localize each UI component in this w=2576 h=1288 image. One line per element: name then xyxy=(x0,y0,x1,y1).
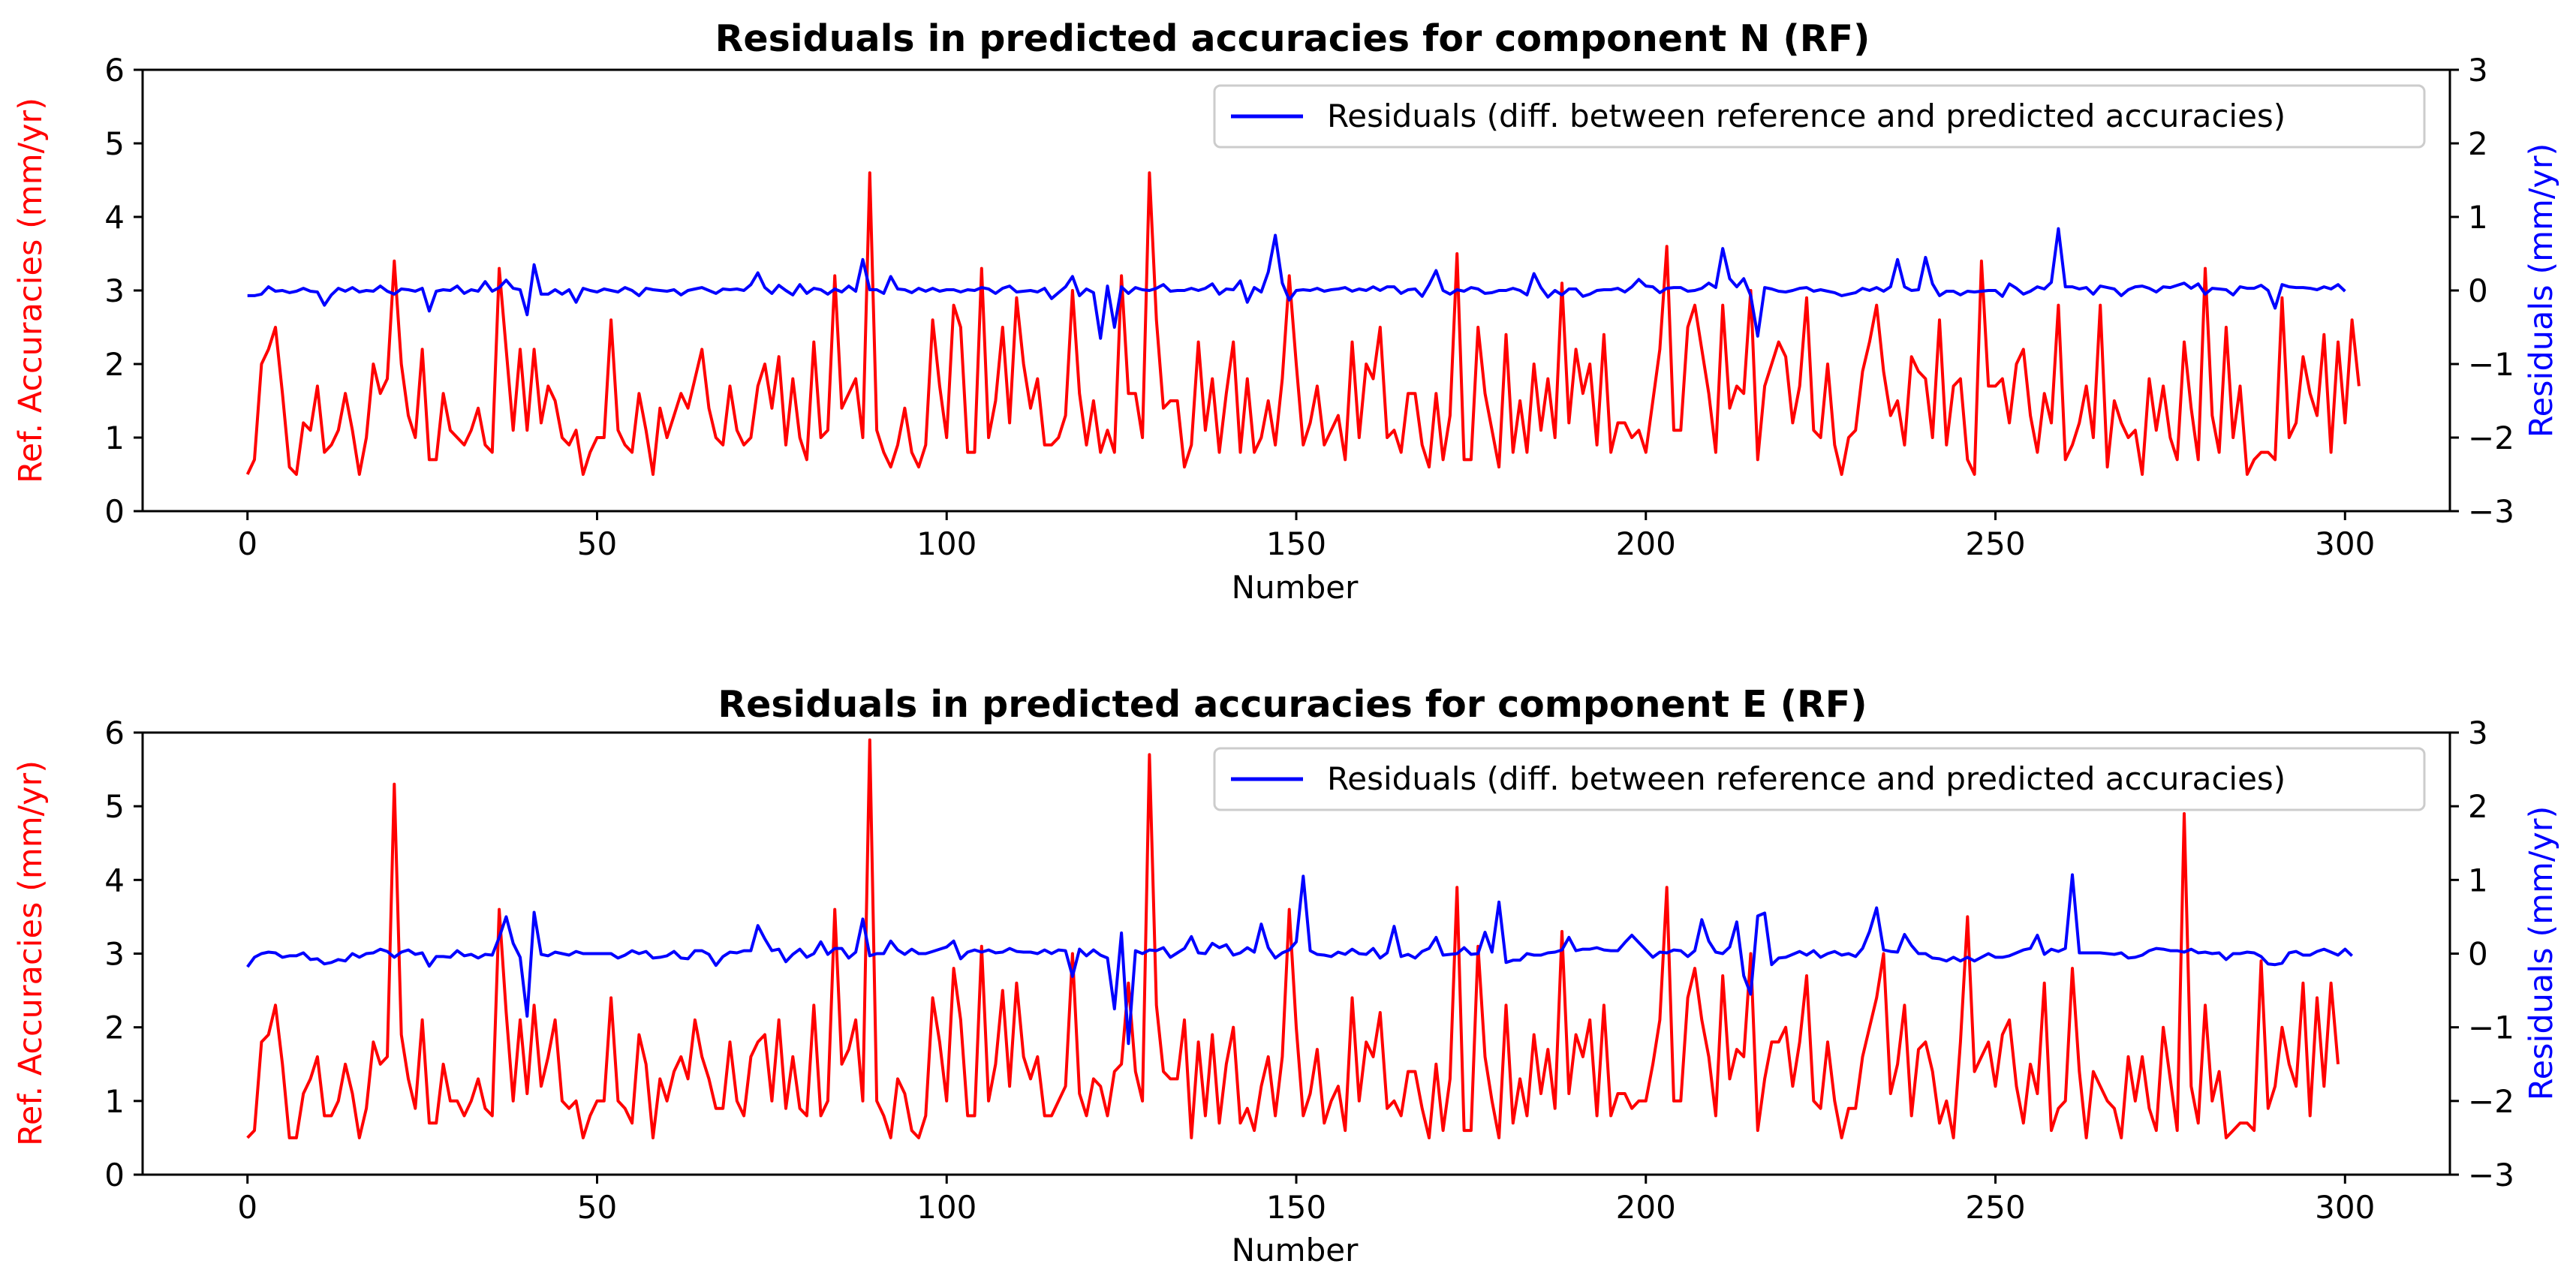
series-line-ref-accuracies xyxy=(245,171,2361,476)
legend-entry-residuals: Residuals (diff. between reference and p… xyxy=(1327,98,2286,134)
x-tick-label: 100 xyxy=(916,525,977,562)
left-y-axis-label: Ref. Accuracies (mm/yr) xyxy=(12,760,50,1146)
left-y-tick-label: 6 xyxy=(104,52,125,89)
right-y-tick-label: −3 xyxy=(2468,493,2514,530)
left-y-tick-label: 1 xyxy=(104,420,125,456)
x-tick-label: 150 xyxy=(1266,1189,1326,1226)
left-y-tick-label: 2 xyxy=(104,1010,125,1046)
x-tick-label: 100 xyxy=(916,1189,977,1226)
plot-frame xyxy=(141,731,2451,1176)
x-tick-label: 150 xyxy=(1266,525,1326,562)
right-y-axis-label: Residuals (mm/yr) xyxy=(2523,143,2560,438)
x-tick-label: 300 xyxy=(2315,1189,2375,1226)
x-tick-label: 200 xyxy=(1616,1189,1676,1226)
right-y-tick-label: 2 xyxy=(2468,788,2488,825)
right-y-tick-label: −2 xyxy=(2468,420,2514,456)
right-y-tick-label: 1 xyxy=(2468,199,2488,236)
right-y-tick-label: −1 xyxy=(2468,346,2514,383)
left-y-tick-label: 6 xyxy=(104,715,125,751)
chart-panel-e: Residuals in predicted accuracies for co… xyxy=(12,683,2560,1268)
left-y-axis-label: Ref. Accuracies (mm/yr) xyxy=(12,98,50,483)
right-y-tick-label: 3 xyxy=(2468,52,2488,89)
right-y-tick-label: −1 xyxy=(2468,1010,2514,1046)
left-y-tick-label: 0 xyxy=(104,1157,125,1193)
right-y-tick-label: 2 xyxy=(2468,125,2488,162)
x-tick-label: 250 xyxy=(1965,1189,2025,1226)
x-tick-label: 250 xyxy=(1965,525,2025,562)
x-tick-label: 50 xyxy=(577,525,617,562)
x-axis-label: Number xyxy=(1232,1232,1359,1268)
left-y-tick-label: 3 xyxy=(104,272,125,309)
legend: Residuals (diff. between reference and p… xyxy=(1213,747,2426,811)
plot-area: 0 50 100 150 200 250 300 0 1 2 3 4 5 6 −3 −2 −1 0 1 2 3 xyxy=(104,715,2514,1226)
left-y-tick-label: 0 xyxy=(104,493,125,530)
series-line-ref-accuracies xyxy=(246,738,2340,1139)
x-tick-label: 0 xyxy=(237,1189,257,1226)
left-y-tick-label: 5 xyxy=(104,788,125,825)
right-y-tick-label: −3 xyxy=(2468,1157,2514,1193)
left-y-tick-label: 3 xyxy=(104,936,125,973)
x-tick-label: 200 xyxy=(1616,525,1676,562)
series-line-residuals xyxy=(247,227,2346,340)
chart-panel-n: Residuals in predicted accuracies for co… xyxy=(12,17,2560,606)
series-line-residuals xyxy=(246,873,2353,1046)
x-axis-label: Number xyxy=(1232,569,1359,606)
left-y-tick-label: 4 xyxy=(104,862,125,898)
chart-title: Residuals in predicted accuracies for co… xyxy=(715,17,1870,60)
right-y-axis-label: Residuals (mm/yr) xyxy=(2523,806,2560,1101)
legend-box xyxy=(1213,84,2426,149)
x-tick-label: 50 xyxy=(577,1189,617,1226)
left-y-tick-label: 2 xyxy=(104,346,125,383)
plot-area: 0 50 100 150 200 250 300 0 1 2 3 4 5 6 −3 −2 −1 0 1 2 3 xyxy=(104,52,2514,562)
x-tick-label: 0 xyxy=(237,525,257,562)
left-y-tick-label: 4 xyxy=(104,199,125,236)
legend: Residuals (diff. between reference and p… xyxy=(1213,84,2426,149)
left-y-tick-label: 1 xyxy=(104,1083,125,1120)
right-y-tick-label: −2 xyxy=(2468,1083,2514,1120)
right-y-tick-label: 0 xyxy=(2468,936,2488,973)
right-y-tick-label: 3 xyxy=(2468,715,2488,751)
legend-entry-residuals: Residuals (diff. between reference and p… xyxy=(1327,760,2286,797)
x-tick-label: 300 xyxy=(2315,525,2375,562)
right-y-tick-label: 0 xyxy=(2468,272,2488,309)
plot-frame xyxy=(141,68,2451,513)
legend-box xyxy=(1213,747,2426,811)
chart-title: Residuals in predicted accuracies for co… xyxy=(718,683,1867,726)
left-y-tick-label: 5 xyxy=(104,125,125,162)
right-y-tick-label: 1 xyxy=(2468,862,2488,898)
